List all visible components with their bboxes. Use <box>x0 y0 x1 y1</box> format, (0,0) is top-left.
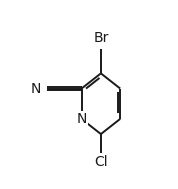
Text: N: N <box>31 81 41 96</box>
Text: Br: Br <box>93 30 109 44</box>
Text: N: N <box>76 112 87 126</box>
Text: Cl: Cl <box>94 155 108 169</box>
